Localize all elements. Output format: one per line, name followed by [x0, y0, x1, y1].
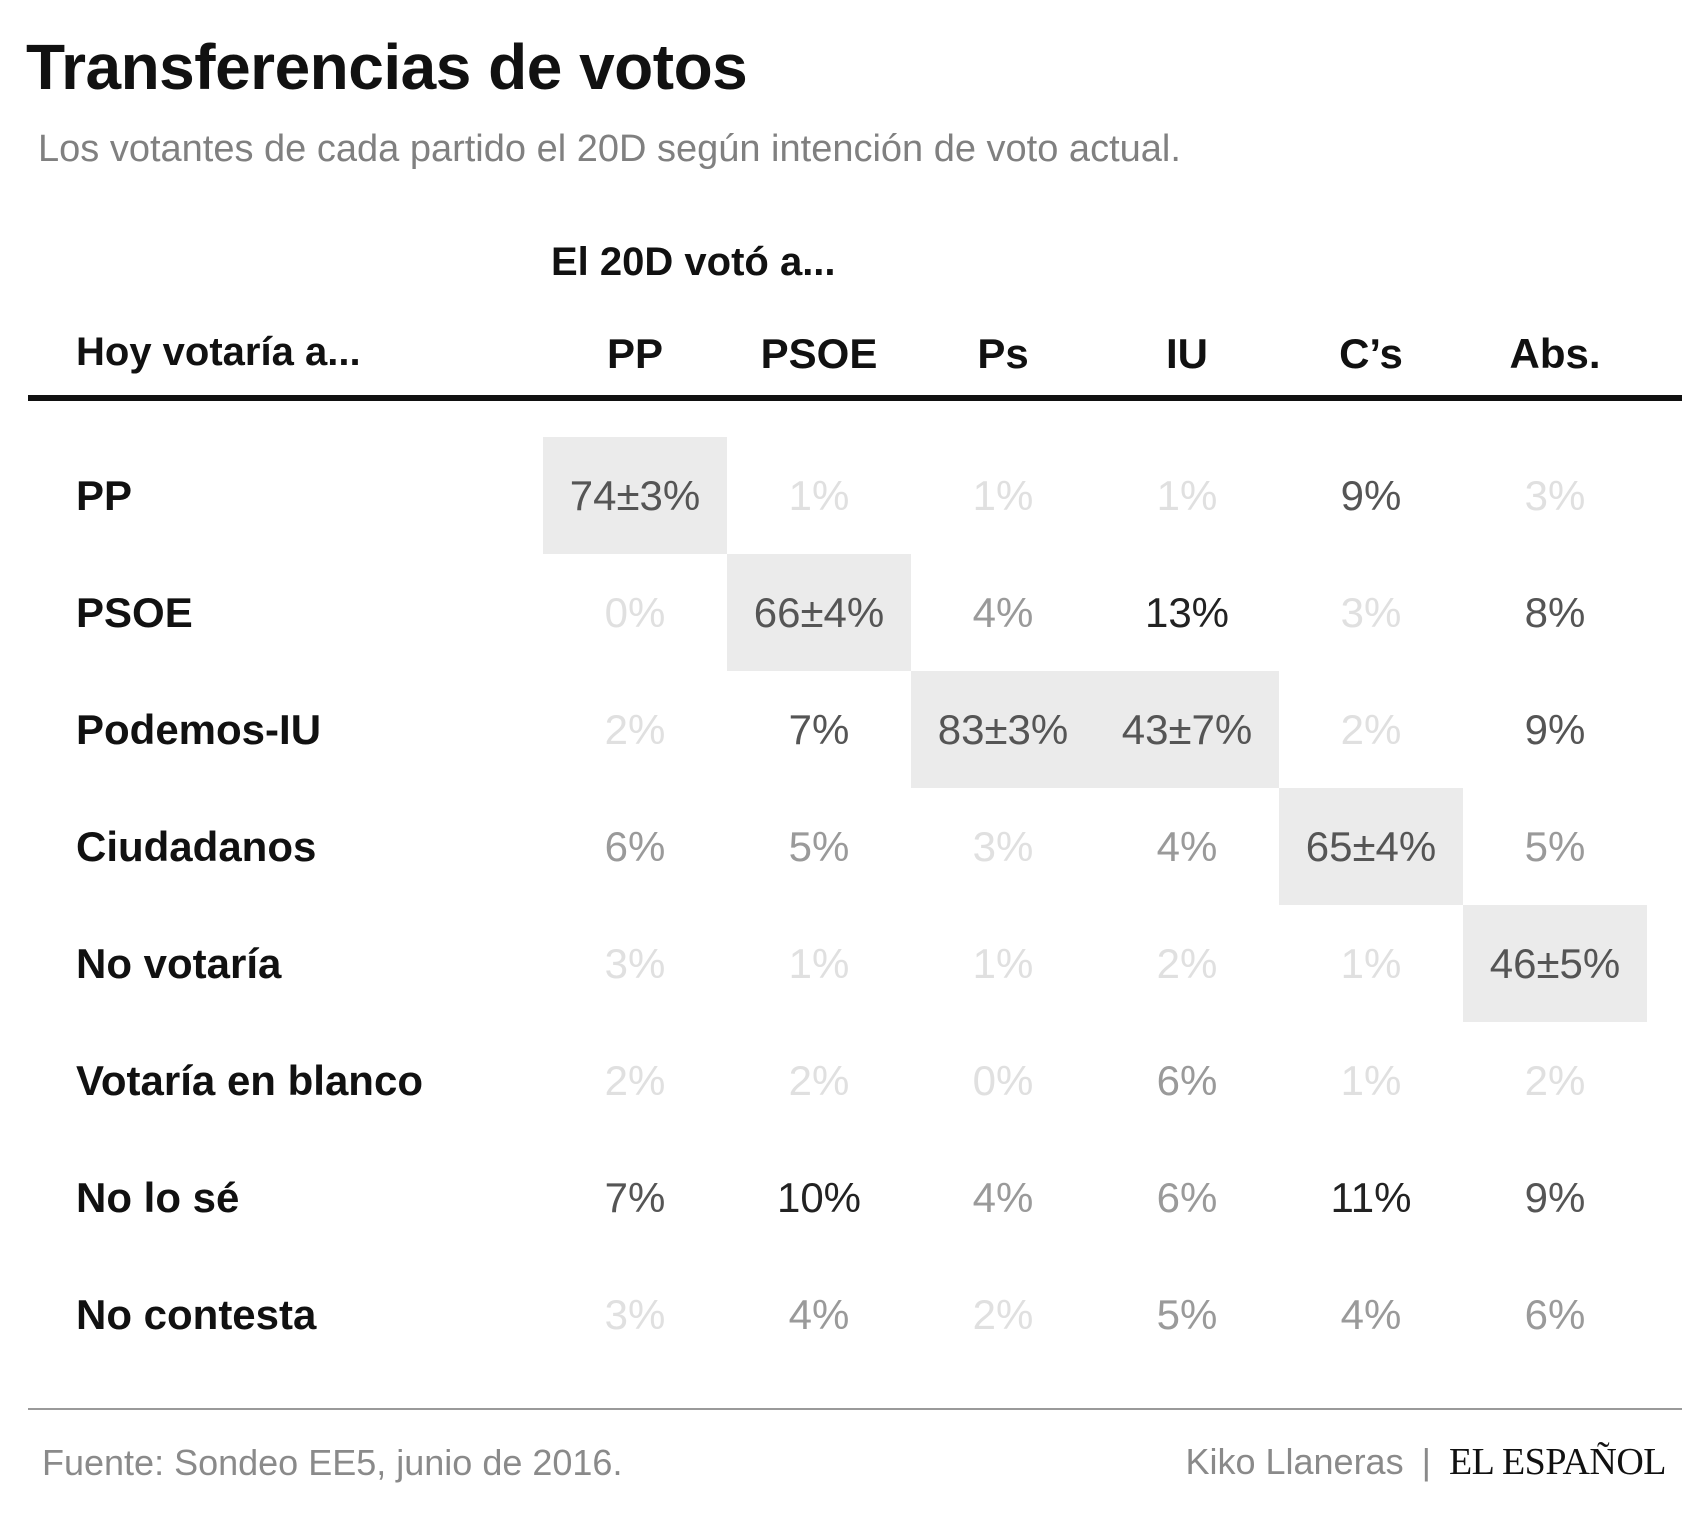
table-cell: 5% — [1524, 823, 1586, 870]
table-cell: 11% — [1330, 1174, 1412, 1221]
table-cell: 2% — [788, 1057, 850, 1104]
table-cell: 4% — [972, 1174, 1034, 1221]
table-cell: 0% — [972, 1057, 1034, 1104]
table-cell: 6% — [1156, 1057, 1218, 1104]
column-header-ps: Ps — [977, 330, 1029, 377]
footer-divider — [28, 1408, 1682, 1410]
table-cell: 7% — [604, 1174, 666, 1221]
table-cell: 2% — [972, 1291, 1034, 1338]
row-label-ciudadanos: Ciudadanos — [76, 823, 317, 870]
table-cell: 9% — [1340, 472, 1402, 519]
table-cell: 1% — [788, 940, 850, 987]
table-cell: 46±5% — [1463, 905, 1647, 1022]
brand-logo: EL ESPAÑOL — [1448, 1441, 1667, 1483]
row-label-votaria-en-blanco: Votaría en blanco — [76, 1057, 423, 1104]
credit-separator: | — [1421, 1441, 1431, 1482]
table-cell: 2% — [604, 706, 666, 753]
table-cell: 7% — [788, 706, 850, 753]
chart-subtitle: Los votantes de cada partido el 20D segú… — [38, 128, 1181, 170]
table-cell: 6% — [604, 823, 666, 870]
table-cell: 13% — [1144, 589, 1230, 636]
table-cell: 5% — [1156, 1291, 1218, 1338]
table-cell: 6% — [1156, 1174, 1218, 1221]
table-cell: 2% — [1340, 706, 1402, 753]
table-cell: 3% — [1524, 472, 1586, 519]
table-cell: 9% — [1524, 706, 1586, 753]
table-cell: 3% — [1340, 589, 1402, 636]
table-cell: 1% — [1340, 1057, 1402, 1104]
table-cell: 8% — [1524, 589, 1586, 636]
credit: Kiko Llaneras | EL ESPAÑOL — [1185, 1440, 1666, 1484]
column-header-abs: Abs. — [1509, 330, 1601, 377]
table-cell: 1% — [788, 472, 850, 519]
table-cell: 3% — [972, 823, 1034, 870]
column-header-c-s: C’s — [1339, 330, 1403, 377]
table-cell: 3% — [604, 940, 666, 987]
table-cell: 1% — [1340, 940, 1402, 987]
table-cell: 6% — [1524, 1291, 1586, 1338]
column-group-label: El 20D votó a... — [551, 240, 836, 284]
column-header-pp: PP — [606, 330, 664, 377]
table-cell: 1% — [972, 472, 1034, 519]
row-label-psoe: PSOE — [76, 589, 193, 636]
table-cell: 0% — [604, 589, 666, 636]
column-header-psoe: PSOE — [760, 330, 878, 377]
table-cell: 66±4% — [727, 554, 911, 671]
table-cell: 9% — [1524, 1174, 1586, 1221]
table-cell: 4% — [1156, 823, 1218, 870]
table-cell: 65±4% — [1279, 788, 1463, 905]
table-cell: 4% — [1340, 1291, 1402, 1338]
table-cell: 83±3% — [911, 671, 1095, 788]
table-cell: 2% — [604, 1057, 666, 1104]
column-header-iu: IU — [1166, 330, 1208, 377]
table-cell: 43±7% — [1095, 671, 1279, 788]
row-label-pp: PP — [76, 472, 133, 519]
table-cell: 5% — [788, 823, 850, 870]
row-label-no-votaria: No votaría — [76, 940, 282, 987]
author-name: Kiko Llaneras — [1185, 1441, 1404, 1482]
chart-title: Transferencias de votos — [26, 31, 748, 103]
table-cell: 1% — [972, 940, 1034, 987]
row-label-no-contesta: No contesta — [76, 1291, 317, 1338]
table-cell: 2% — [1156, 940, 1218, 987]
table-cell: 74±3% — [543, 437, 727, 554]
table-cell: 1% — [1156, 472, 1218, 519]
source-note: Fuente: Sondeo EE5, junio de 2016. — [42, 1442, 623, 1483]
header-divider — [28, 395, 1682, 401]
table-cell: 2% — [1524, 1057, 1586, 1104]
table-cell: 4% — [972, 589, 1034, 636]
row-label-podemos-iu: Podemos-IU — [76, 706, 322, 753]
table-cell: 10% — [776, 1174, 862, 1221]
table-cell: 3% — [604, 1291, 666, 1338]
row-label-no-lo-se: No lo sé — [76, 1174, 240, 1221]
table-cell: 4% — [788, 1291, 850, 1338]
row-header-label: Hoy votaría a... — [76, 330, 361, 374]
